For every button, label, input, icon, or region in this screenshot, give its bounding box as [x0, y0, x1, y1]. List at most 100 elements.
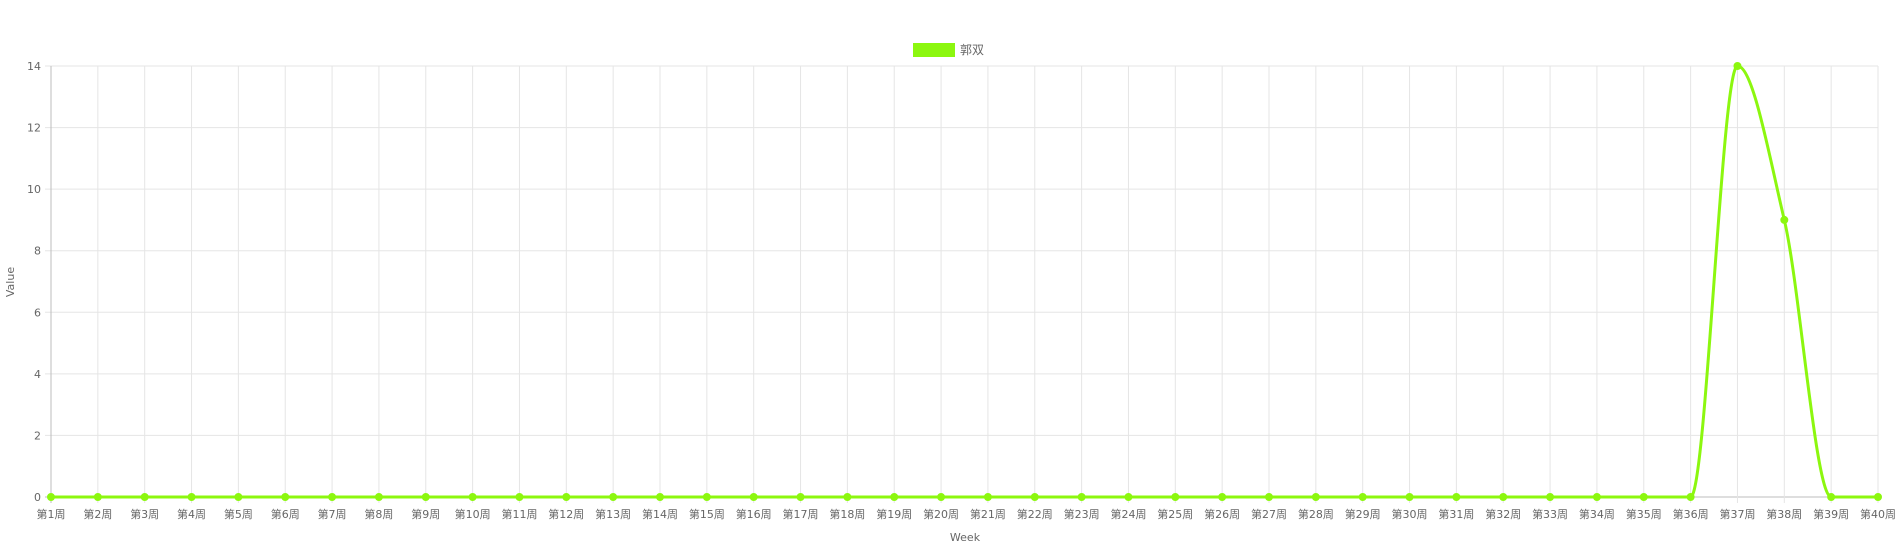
data-point[interactable]: [140, 493, 149, 501]
x-tick-label: 第6周: [271, 507, 300, 521]
data-points: [47, 62, 1882, 501]
y-tick-label: 8: [34, 245, 41, 258]
data-point[interactable]: [1358, 493, 1367, 501]
y-axis-ticks: 0 2 4 6 8 10 12 14: [27, 60, 41, 504]
legend-label: 郭双: [960, 43, 984, 57]
x-tick-label: 第10周: [455, 507, 491, 521]
y-tick-label: 12: [27, 122, 41, 135]
legend-swatch: [913, 43, 955, 57]
x-tick-label: 第20周: [923, 507, 959, 521]
x-tick-label: 第29周: [1345, 507, 1381, 521]
data-point[interactable]: [983, 493, 992, 501]
data-point[interactable]: [1686, 493, 1695, 501]
data-point[interactable]: [656, 493, 664, 501]
data-point[interactable]: [374, 493, 383, 501]
x-tick-label: 第24周: [1110, 507, 1146, 521]
y-tick-label: 6: [34, 306, 41, 319]
data-point[interactable]: [1452, 493, 1461, 501]
data-point[interactable]: [234, 493, 243, 501]
x-tick-label: 第23周: [1064, 507, 1100, 521]
x-tick-label: 第15周: [689, 507, 725, 521]
x-tick-label: 第13周: [595, 507, 631, 521]
data-point[interactable]: [1405, 493, 1414, 501]
data-point[interactable]: [1077, 493, 1086, 501]
x-tick-label: 第9周: [411, 507, 440, 521]
data-point[interactable]: [328, 493, 337, 501]
x-tick-label: 第12周: [548, 507, 584, 521]
data-point[interactable]: [515, 493, 524, 501]
x-tick-label: 第4周: [177, 507, 206, 521]
x-tick-label: 第19周: [876, 507, 912, 521]
data-point[interactable]: [281, 493, 290, 501]
x-tick-label: 第16周: [736, 507, 772, 521]
data-point[interactable]: [1499, 493, 1508, 501]
x-tick-label: 第21周: [970, 507, 1006, 521]
x-tick-label: 第18周: [829, 507, 865, 521]
data-point[interactable]: [93, 493, 102, 501]
x-tick-label: 第28周: [1298, 507, 1334, 521]
data-point[interactable]: [1030, 493, 1039, 501]
x-tick-label: 第22周: [1017, 507, 1053, 521]
data-point[interactable]: [562, 493, 571, 501]
data-point[interactable]: [749, 493, 758, 501]
x-tick-label: 第25周: [1157, 507, 1193, 521]
y-axis-title: Value: [4, 267, 17, 297]
legend[interactable]: 郭双: [913, 43, 984, 57]
x-tick-label: 第33周: [1532, 507, 1568, 521]
data-point[interactable]: [1639, 493, 1648, 501]
data-point[interactable]: [1311, 493, 1320, 501]
data-point[interactable]: [1546, 493, 1555, 501]
data-point[interactable]: [1827, 493, 1836, 501]
data-point[interactable]: [468, 493, 477, 501]
x-tick-label: 第34周: [1579, 507, 1615, 521]
y-tick-label: 4: [34, 368, 41, 381]
x-tick-label: 第30周: [1392, 507, 1428, 521]
x-tick-label: 第11周: [501, 507, 537, 521]
x-tick-label: 第36周: [1673, 507, 1709, 521]
series-lines: [51, 64, 1879, 499]
x-tick-label: 第17周: [783, 507, 819, 521]
data-point[interactable]: [421, 493, 430, 501]
data-point[interactable]: [1218, 493, 1227, 501]
data-point[interactable]: [1265, 493, 1273, 501]
x-tick-label: 第37周: [1719, 507, 1755, 521]
y-tick-label: 14: [27, 60, 41, 73]
x-tick-label: 第26周: [1204, 507, 1240, 521]
x-tick-label: 第8周: [364, 507, 393, 521]
x-tick-label: 第7周: [318, 507, 347, 521]
data-point[interactable]: [1171, 493, 1180, 501]
data-point[interactable]: [937, 493, 946, 501]
data-point[interactable]: [1733, 62, 1742, 70]
grid: [45, 65, 1879, 503]
data-point[interactable]: [47, 493, 55, 501]
x-tick-label: 第5周: [224, 507, 253, 521]
data-point[interactable]: [1874, 493, 1882, 501]
y-tick-label: 2: [34, 429, 41, 442]
y-tick-label: 10: [27, 183, 41, 196]
x-tick-label: 第31周: [1438, 507, 1474, 521]
x-tick-label: 第3周: [130, 507, 159, 521]
data-point[interactable]: [1592, 493, 1601, 501]
x-tick-label: 第38周: [1766, 507, 1802, 521]
x-tick-label: 第40周: [1860, 507, 1896, 521]
y-tick-label: 0: [34, 491, 41, 504]
data-point[interactable]: [890, 493, 899, 501]
series-line: [51, 64, 1879, 499]
x-tick-label: 第1周: [37, 507, 66, 521]
data-point[interactable]: [187, 493, 196, 501]
data-point[interactable]: [796, 493, 805, 501]
data-point[interactable]: [702, 493, 711, 501]
data-point[interactable]: [1780, 215, 1789, 224]
x-tick-label: 第2周: [83, 507, 112, 521]
x-tick-label: 第39周: [1813, 507, 1849, 521]
x-tick-label: 第32周: [1485, 507, 1521, 521]
x-tick-label: 第14周: [642, 507, 678, 521]
data-point[interactable]: [843, 493, 852, 501]
x-tick-label: 第35周: [1626, 507, 1662, 521]
data-point[interactable]: [609, 493, 618, 501]
x-axis-ticks: 第1周 第2周 第3周 第4周 第5周 第6周 第7周 第8周 第9周 第10周 第11周 第12周第…: [37, 507, 1897, 521]
x-tick-label: 第27周: [1251, 507, 1287, 521]
data-point[interactable]: [1124, 493, 1133, 501]
x-axis-title: Week: [950, 531, 981, 544]
